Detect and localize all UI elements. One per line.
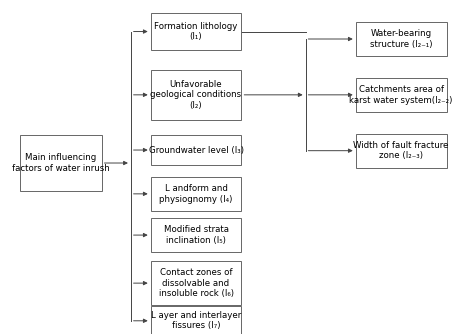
Text: Main influencing
factors of water inrush: Main influencing factors of water inrush bbox=[12, 153, 110, 173]
Text: Formation lithology
(I₁): Formation lithology (I₁) bbox=[155, 22, 238, 41]
FancyBboxPatch shape bbox=[151, 70, 241, 120]
FancyBboxPatch shape bbox=[151, 13, 241, 50]
FancyBboxPatch shape bbox=[151, 135, 241, 165]
FancyBboxPatch shape bbox=[356, 134, 447, 168]
FancyBboxPatch shape bbox=[356, 78, 447, 112]
FancyBboxPatch shape bbox=[151, 261, 241, 305]
Text: Unfavorable
geological conditions
(I₂): Unfavorable geological conditions (I₂) bbox=[150, 80, 242, 110]
FancyBboxPatch shape bbox=[151, 306, 241, 334]
FancyBboxPatch shape bbox=[20, 135, 102, 191]
FancyBboxPatch shape bbox=[151, 218, 241, 252]
Text: Contact zones of
dissolvable and
insoluble rock (I₆): Contact zones of dissolvable and insolub… bbox=[158, 268, 234, 298]
FancyBboxPatch shape bbox=[151, 177, 241, 211]
Text: Modified strata
inclination (I₅): Modified strata inclination (I₅) bbox=[164, 225, 228, 245]
Text: L ayer and interlayer
fissures (I₇): L ayer and interlayer fissures (I₇) bbox=[151, 311, 241, 330]
Text: Groundwater level (I₃): Groundwater level (I₃) bbox=[148, 146, 244, 155]
Text: Width of fault fracture
zone (I₂₋₃): Width of fault fracture zone (I₂₋₃) bbox=[354, 141, 449, 160]
Text: Water-bearing
structure (I₂₋₁): Water-bearing structure (I₂₋₁) bbox=[370, 29, 432, 49]
Text: L andform and
physiognomy (I₄): L andform and physiognomy (I₄) bbox=[159, 184, 233, 203]
Text: Catchments area of
karst water system(I₂₋₂): Catchments area of karst water system(I₂… bbox=[349, 85, 453, 105]
FancyBboxPatch shape bbox=[356, 22, 447, 56]
